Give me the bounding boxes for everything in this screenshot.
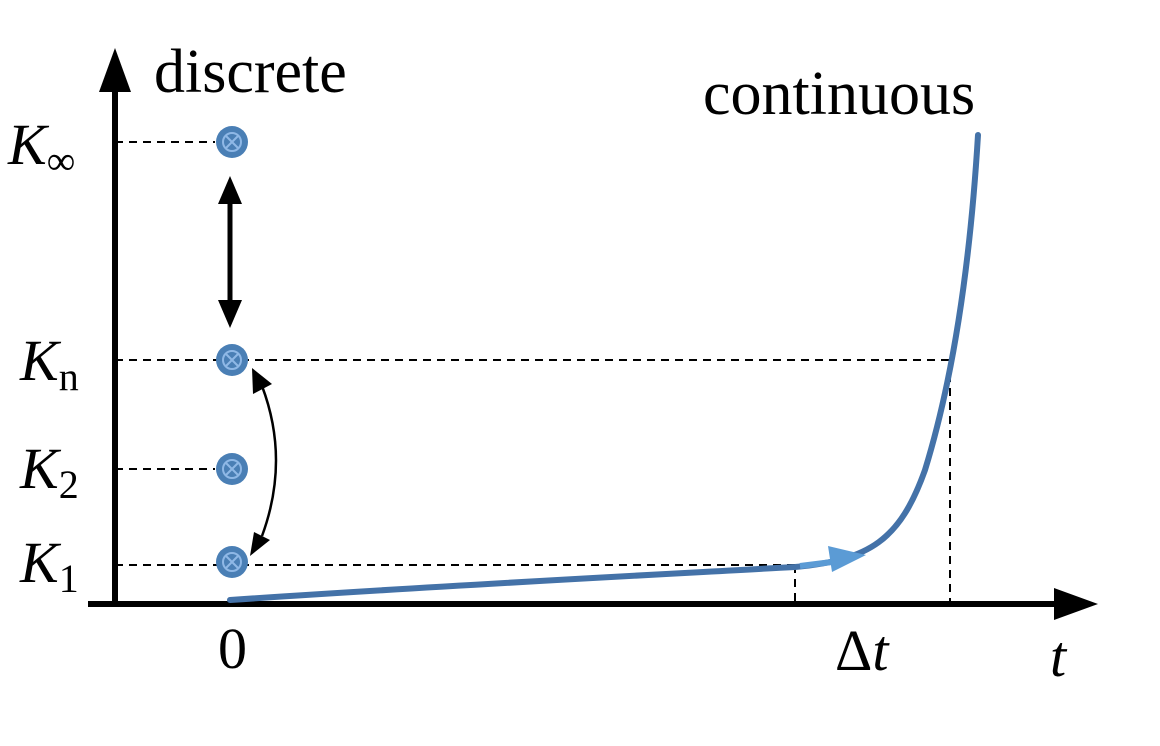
t-axis-label: t — [1050, 624, 1068, 689]
dot-k-2 — [216, 453, 248, 485]
discrete-states — [216, 126, 248, 578]
double-arrow-head-top — [218, 176, 242, 204]
k-n-label: Kn — [19, 328, 79, 399]
x-axis-arrowhead — [1054, 588, 1098, 620]
k-infinity-label: K∞ — [7, 112, 75, 183]
delta-t-var: t — [872, 618, 890, 683]
k-2-main: K — [19, 436, 62, 501]
axes — [88, 48, 1098, 620]
k-n-sub: n — [59, 354, 79, 399]
delta-symbol: Δ — [835, 618, 872, 683]
dot-k-n — [216, 344, 248, 376]
dot-ring — [222, 350, 242, 370]
discrete-label: discrete — [154, 38, 347, 106]
curve-arrowhead — [828, 546, 866, 572]
curved-arrow-head-top — [252, 368, 272, 394]
k-n-main: K — [19, 328, 62, 393]
k-2-sub: 2 — [59, 462, 79, 507]
dot-ring — [222, 132, 242, 152]
dot-cross-b — [225, 353, 239, 367]
dot-cross-b — [225, 462, 239, 476]
k-1-sub: 1 — [59, 556, 79, 601]
k-1-label: K1 — [19, 530, 79, 601]
k-infinity-sub: ∞ — [47, 138, 76, 183]
continuous-label: continuous — [703, 60, 975, 128]
continuous-curve — [227, 132, 981, 603]
dot-k-1 — [216, 546, 248, 578]
continuous-curve-path — [227, 132, 981, 603]
origin-label: 0 — [218, 616, 247, 681]
dot-ring — [222, 552, 242, 572]
dot-k-infinity — [216, 126, 248, 158]
curved-double-arrow — [250, 368, 278, 556]
curved-arrow-head-bottom — [250, 532, 270, 556]
k-infinity-main: K — [7, 112, 50, 177]
double-arrow-vertical — [218, 176, 242, 328]
double-arrow-head-bottom — [218, 300, 242, 328]
curved-arrow-path — [260, 385, 278, 537]
k-1-main: K — [19, 530, 62, 595]
dot-ring — [222, 459, 242, 479]
dot-cross-b — [225, 555, 239, 569]
y-axis-arrowhead — [99, 48, 131, 92]
delta-t-label: Δt — [835, 618, 890, 683]
k-2-label: K2 — [19, 436, 79, 507]
dot-cross-b — [225, 135, 239, 149]
